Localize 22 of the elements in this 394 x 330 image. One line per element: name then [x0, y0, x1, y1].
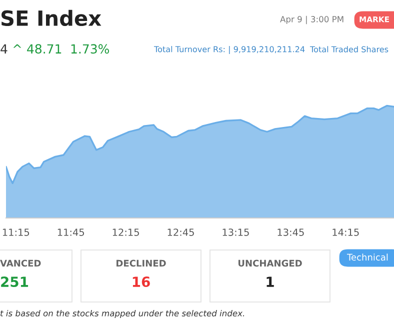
chart-title: SE Index [1, 10, 102, 26]
x-tick-label: 13:45 [278, 228, 304, 236]
x-tick-label: 11:45 [58, 228, 84, 236]
text: Total Traded Shares [310, 46, 388, 52]
text: Technical [346, 254, 388, 261]
x-tick-label: 14:15 [332, 228, 359, 236]
text: Apr 9 | 3:00 PM [280, 16, 344, 24]
text: DECLINED [116, 260, 166, 267]
text: 1.73% [71, 44, 110, 54]
text: 1 [266, 276, 274, 287]
x-tick-label: 11:15 [2, 228, 30, 236]
x-tick-label: 13:15 [222, 228, 249, 236]
text: 16 [132, 276, 150, 288]
text: UNCHANGED [238, 260, 302, 267]
text: 251 [1, 276, 28, 288]
text: t is based on the stocks mapped under the selected index. [0, 310, 244, 318]
text: VANCED [0, 260, 41, 267]
text: 4 [0, 44, 8, 54]
x-tick-label: 12:45 [168, 228, 194, 236]
text: Total Turnover Rs: | 9,919,210,211.24 [154, 46, 305, 54]
x-tick-label: 12:15 [112, 228, 139, 236]
text: ^ 48.71 [13, 44, 62, 54]
